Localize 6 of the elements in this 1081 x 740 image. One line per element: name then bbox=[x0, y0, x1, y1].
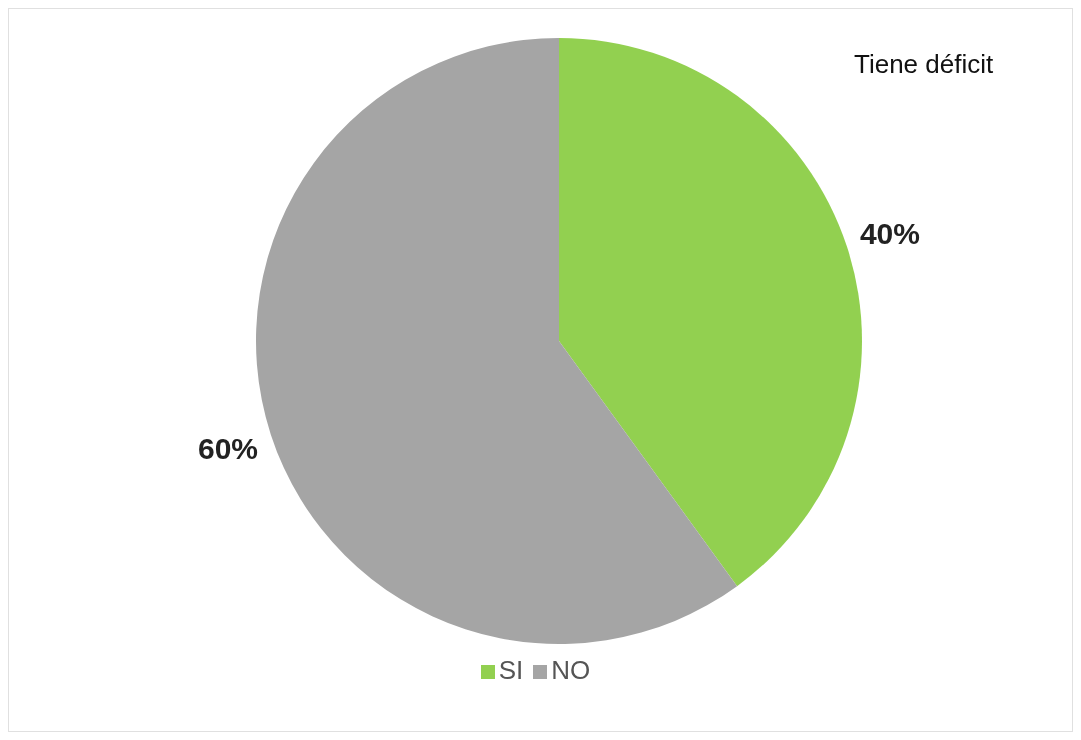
legend-label: SI bbox=[498, 655, 524, 685]
chart-title: Tiene déficit bbox=[854, 49, 994, 80]
pie-slice bbox=[256, 38, 738, 644]
legend-label: NO bbox=[551, 655, 591, 685]
data-label: 60% bbox=[198, 432, 259, 466]
data-label: 40% bbox=[859, 216, 920, 250]
